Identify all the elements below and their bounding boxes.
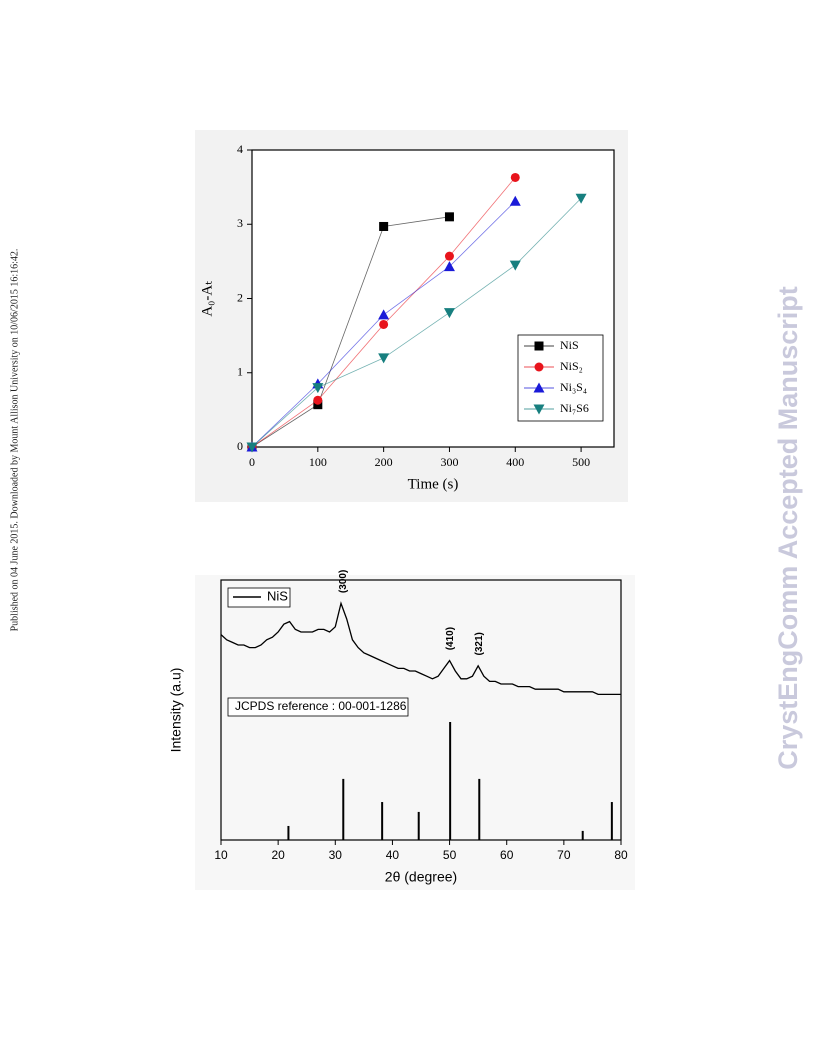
peak-label: (300): [338, 570, 349, 593]
y-tick-label: 3: [237, 216, 243, 230]
marker: [509, 195, 521, 206]
legend-marker: [533, 404, 545, 415]
legend-label: NiS: [267, 588, 288, 603]
plot-frame: [220, 579, 622, 841]
marker: [443, 308, 455, 319]
marker: [575, 193, 587, 204]
x-tick-label: 60: [500, 848, 514, 862]
x-axis-label: 2θ (degree): [385, 869, 457, 885]
peak-label: (321): [474, 632, 485, 655]
marker: [378, 353, 390, 364]
x-tick-label: 300: [440, 455, 458, 469]
y-tick-label: 4: [237, 142, 243, 156]
x-tick-label: 0: [249, 455, 255, 469]
y-tick-label: 1: [237, 365, 243, 379]
y-axis-label: Intensity (a.u): [168, 668, 184, 753]
marker: [313, 395, 323, 405]
x-tick-label: 40: [386, 848, 400, 862]
peak-label: (410): [445, 627, 456, 650]
marker: [509, 260, 521, 271]
legend-label: Ni₇S6: [560, 401, 589, 415]
x-tick-label: 20: [271, 848, 285, 862]
legend-marker: [534, 362, 544, 372]
x-tick-label: 100: [309, 455, 327, 469]
marker: [379, 221, 389, 231]
legend-marker: [533, 382, 545, 393]
marker: [246, 442, 258, 453]
marker: [443, 261, 455, 272]
marker: [312, 383, 324, 394]
legend-marker: [534, 341, 544, 351]
marker: [444, 251, 454, 261]
y-axis-label: A₀-Aₜ: [199, 280, 215, 316]
series-line: [251, 197, 582, 448]
side-note: Published on 04 June 2015. Downloaded by…: [9, 249, 20, 632]
x-tick-label: 50: [443, 848, 457, 862]
x-tick-label: 70: [557, 848, 571, 862]
reference-label: JCPDS reference : 00-001-1286: [235, 699, 407, 713]
legend-label: NiS: [560, 338, 579, 352]
series-line: [251, 216, 450, 448]
series-line: [220, 601, 621, 696]
watermark: CrystEngComm Accepted Manuscript: [773, 286, 803, 770]
marker: [378, 309, 390, 320]
marker: [379, 319, 389, 329]
marker: [444, 212, 454, 222]
marker: [510, 172, 520, 182]
legend-box: [517, 334, 604, 422]
x-tick-label: 10: [214, 848, 228, 862]
legend-label: NiS₂: [560, 359, 583, 373]
x-tick-label: 30: [329, 848, 343, 862]
reference-box: [227, 697, 409, 717]
x-tick-label: 200: [375, 455, 393, 469]
x-axis-label: Time (s): [408, 476, 459, 492]
x-tick-label: 80: [614, 848, 628, 862]
legend-label: Ni₃S₄: [560, 380, 587, 394]
y-tick-label: 0: [237, 439, 243, 453]
figure-background: [195, 575, 635, 890]
y-tick-label: 2: [237, 290, 243, 304]
x-tick-label: 500: [572, 455, 590, 469]
x-tick-label: 400: [506, 455, 524, 469]
